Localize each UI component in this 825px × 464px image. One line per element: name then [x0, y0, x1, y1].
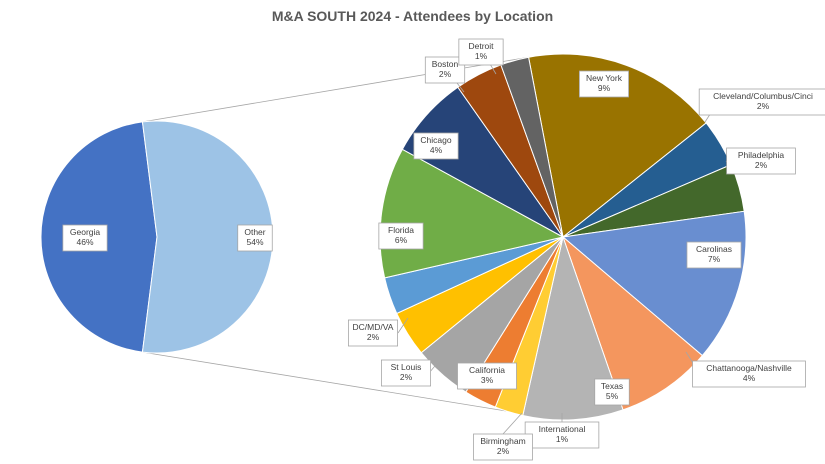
secondary-label-percent-detroit: 1%: [475, 51, 488, 61]
secondary-label-percent-chicago: 4%: [430, 145, 443, 155]
secondary-label-dc-md-va: DC/MD/VA2%: [347, 317, 409, 347]
secondary-label-name-chattanooga-nashville: Chattanooga/Nashville: [706, 363, 792, 373]
secondary-label-box-boston: [424, 56, 466, 84]
secondary-label-name-chicago: Chicago: [420, 135, 451, 145]
chart-title: M&A SOUTH 2024 - Attendees by Location: [271, 8, 554, 24]
secondary-label-box-international: [524, 421, 600, 449]
secondary-label-box-florida: [378, 222, 424, 250]
secondary-label-name-detroit: Detroit: [468, 41, 494, 51]
secondary-label-percent-carolinas: 7%: [708, 254, 721, 264]
secondary-slice-florida: [379, 148, 565, 279]
secondary-label-box-detroit: [458, 38, 504, 66]
secondary-leader-dc-md-va: [397, 317, 409, 334]
secondary-label-name-california: California: [469, 365, 505, 375]
secondary-label-box-carolinas: [686, 241, 742, 269]
primary-slice-other: [141, 120, 274, 354]
primary-label-box-other: [237, 224, 273, 252]
secondary-slice-texas: [522, 235, 624, 421]
secondary-label-box-chattanooga-nashville: [692, 360, 806, 388]
secondary-label-percent-boston: 2%: [439, 69, 452, 79]
secondary-label-name-birmingham: Birmingham: [480, 436, 525, 446]
secondary-label-box-california: [457, 362, 517, 390]
secondary-label-percent-chattanooga-nashville: 4%: [743, 373, 756, 383]
primary-label-box-georgia: [62, 224, 108, 252]
secondary-label-name-carolinas: Carolinas: [696, 244, 732, 254]
secondary-label-name-boston: Boston: [432, 59, 459, 69]
secondary-label-box-st-louis: [380, 359, 431, 387]
secondary-slice-chattanooga-nashville: [561, 235, 704, 411]
primary-label-percent-other: 54%: [246, 237, 263, 247]
secondary-label-box-cleveland-columbus-cinci: [698, 88, 825, 116]
secondary-label-box-new-york: [579, 70, 630, 98]
secondary-label-name-international: International: [539, 424, 586, 434]
secondary-label-name-new-york: New York: [586, 73, 623, 83]
secondary-label-percent-texas: 5%: [606, 391, 619, 401]
connector-bottom: [142, 351, 513, 413]
secondary-label-percent-st-louis: 2%: [400, 372, 413, 382]
secondary-label-percent-birmingham: 2%: [497, 446, 510, 456]
primary-label-name-georgia: Georgia: [70, 227, 101, 237]
secondary-label-box-dc-md-va: [347, 319, 398, 347]
secondary-label-name-dc-md-va: DC/MD/VA: [353, 322, 394, 332]
secondary-label-name-st-louis: St Louis: [391, 362, 422, 372]
secondary-label-box-birmingham: [473, 433, 533, 461]
secondary-leader-detroit: [489, 63, 497, 75]
secondary-label-name-philadelphia: Philadelphia: [738, 150, 785, 160]
connector-top: [142, 56, 531, 123]
secondary-label-name-florida: Florida: [388, 225, 414, 235]
secondary-label-name-texas: Texas: [601, 381, 623, 391]
primary-label-name-other: Other: [244, 227, 265, 237]
secondary-label-percent-dc-md-va: 2%: [367, 332, 380, 342]
secondary-leader-boston: [456, 82, 465, 93]
secondary-label-percent-new-york: 9%: [598, 83, 611, 93]
secondary-label-percent-cleveland-columbus-cinci: 2%: [757, 101, 770, 111]
primary-label-percent-georgia: 46%: [76, 237, 93, 247]
secondary-label-percent-california: 3%: [481, 375, 494, 385]
secondary-label-percent-florida: 6%: [395, 235, 408, 245]
secondary-label-percent-philadelphia: 2%: [755, 160, 768, 170]
secondary-slice-new-york: [527, 53, 707, 238]
secondary-label-percent-international: 1%: [556, 434, 569, 444]
secondary-label-box-philadelphia: [726, 147, 796, 175]
secondary-label-name-cleveland-columbus-cinci: Cleveland/Columbus/Cinci: [713, 91, 813, 101]
secondary-label-box-texas: [594, 378, 630, 406]
secondary-label-box-chicago: [413, 132, 459, 160]
secondary-leader-birmingham: [502, 412, 523, 435]
